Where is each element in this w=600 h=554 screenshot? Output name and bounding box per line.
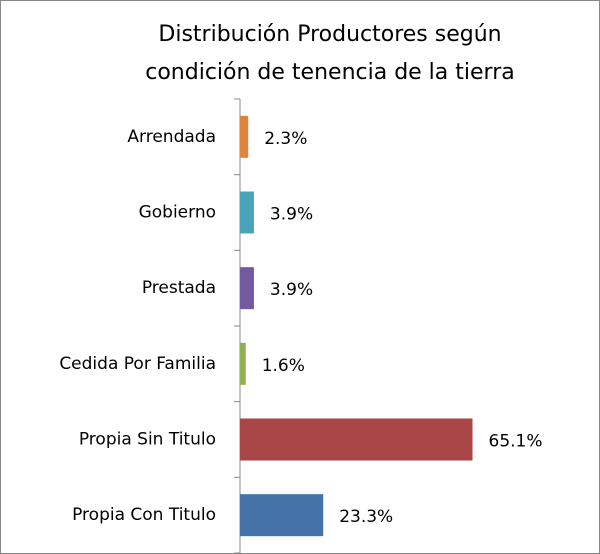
data-label: 2.3% xyxy=(264,129,307,149)
data-label: 65.1% xyxy=(489,432,543,452)
y-tick-label: Propia Con Titulo xyxy=(72,505,216,525)
bar xyxy=(240,115,249,158)
bar xyxy=(240,267,254,310)
chart-title: Distribución Productores según xyxy=(158,22,501,47)
data-label: 3.9% xyxy=(270,205,313,225)
y-tick-label: Propia Sin Titulo xyxy=(79,430,216,450)
y-tick-label: Gobierno xyxy=(139,203,216,223)
bar xyxy=(240,191,254,234)
data-label: 23.3% xyxy=(339,507,393,527)
bar xyxy=(240,494,324,537)
data-label: 1.6% xyxy=(262,356,305,376)
bar xyxy=(240,418,473,461)
data-label: 3.9% xyxy=(270,280,313,300)
y-tick-label: Arrendada xyxy=(127,127,216,147)
bar xyxy=(240,342,246,385)
y-tick-label: Prestada xyxy=(142,278,216,298)
chart-title: condición de tenencia de la tierra xyxy=(145,60,514,85)
y-tick-label: Cedida Por Familia xyxy=(59,354,216,374)
